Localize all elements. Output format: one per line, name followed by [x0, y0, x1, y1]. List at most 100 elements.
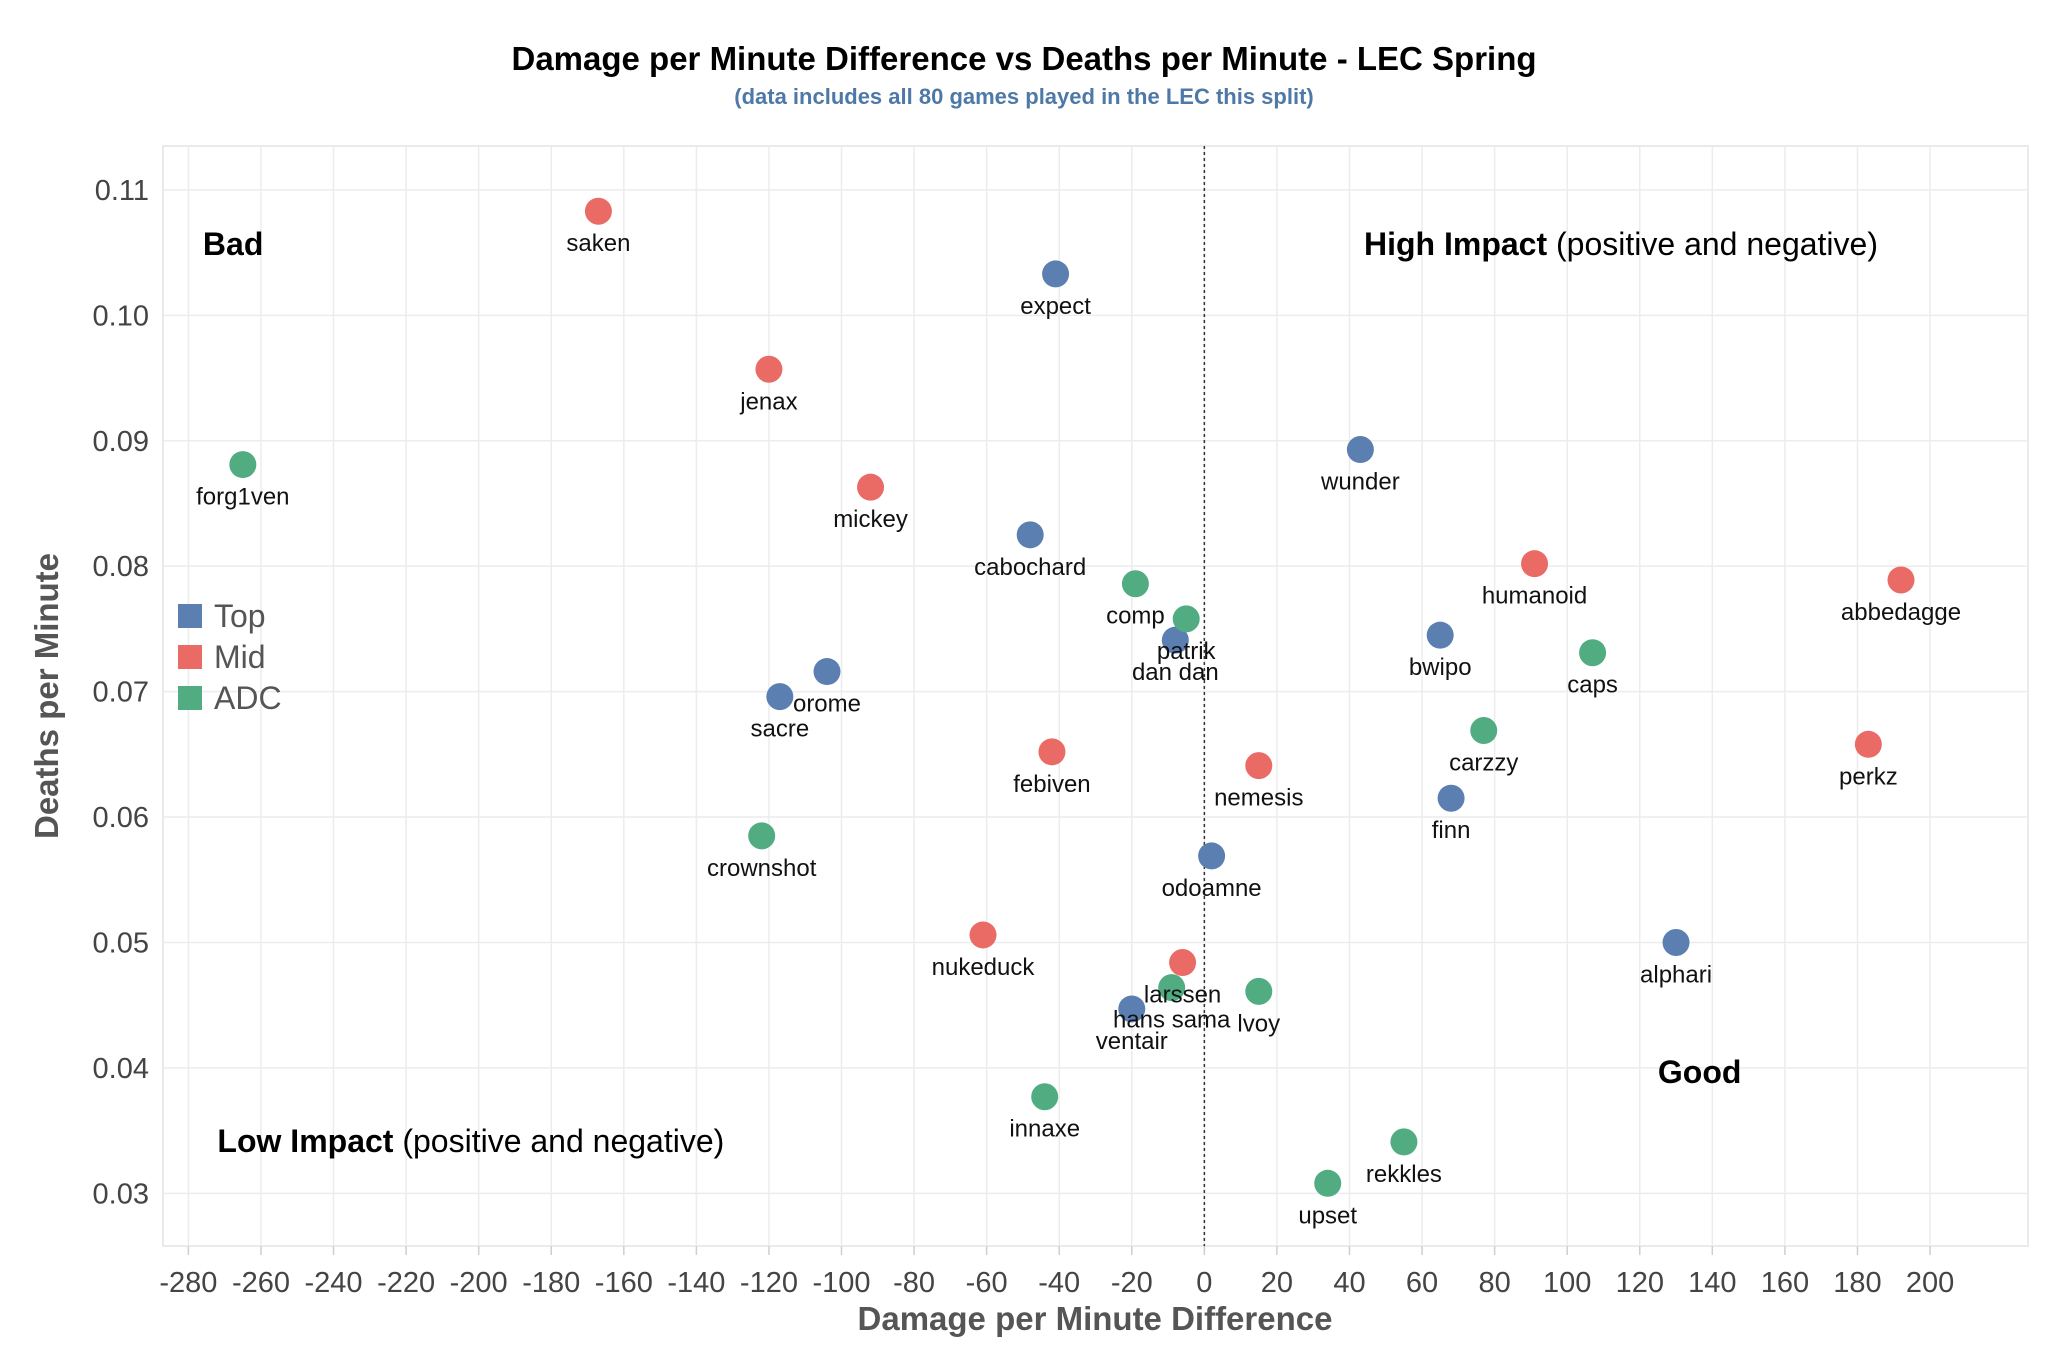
point-label: abbedagge — [1841, 599, 1961, 626]
data-point-adc — [1121, 570, 1149, 598]
data-point-mid — [1169, 949, 1197, 977]
legend-swatch-mid — [178, 645, 202, 669]
point-label: cabochard — [974, 554, 1086, 581]
y-tick-label: 0.09 — [93, 426, 149, 458]
data-point-mid — [584, 197, 612, 225]
point-label: expect — [1020, 293, 1091, 320]
y-tick-label: 0.05 — [93, 927, 149, 959]
y-tick-label: 0.03 — [93, 1178, 149, 1210]
x-tick-label: 120 — [1616, 1267, 1664, 1299]
point-label: jenax — [739, 388, 797, 415]
point-label: odoamne — [1162, 875, 1262, 902]
point-label: ventair — [1096, 1028, 1168, 1055]
legend-label: Top — [214, 598, 266, 634]
data-point-mid — [1854, 730, 1882, 758]
x-tick-label: -80 — [893, 1267, 935, 1299]
x-tick-label: 80 — [1478, 1267, 1510, 1299]
data-point-top — [1426, 621, 1454, 649]
data-point-top — [813, 658, 841, 686]
x-tick-label: 40 — [1333, 1267, 1365, 1299]
x-tick-label: -120 — [740, 1267, 798, 1299]
data-point-adc — [229, 451, 257, 479]
x-tick-label: 20 — [1261, 1267, 1293, 1299]
data-point-adc — [1031, 1083, 1059, 1111]
y-axis-ticks: 0.03 0.04 0.05 0.06 0.07 0.08 0.09 0.10 0.11 — [93, 175, 149, 1210]
point-labels: expect wunder cabochard bwipo dan dan orome sa… — [196, 230, 1961, 1229]
chart-subtitle: (data includes all 80 games played in th… — [734, 84, 1314, 109]
data-point-top — [1161, 626, 1189, 654]
point-label: rekkles — [1366, 1161, 1442, 1188]
point-label: febiven — [1013, 771, 1090, 798]
x-tick-label: 60 — [1406, 1267, 1438, 1299]
legend-label: Mid — [214, 639, 266, 675]
point-label: nemesis — [1214, 785, 1303, 812]
data-point-adc — [1470, 716, 1498, 744]
data-point-mid — [857, 473, 885, 501]
quadrant-label: Low Impact (positive and negative) — [217, 1123, 724, 1159]
data-point-adc — [1579, 639, 1607, 667]
x-tick-label: -180 — [522, 1267, 580, 1299]
y-tick-label: 0.11 — [95, 175, 149, 207]
x-tick-label: -40 — [1038, 1267, 1080, 1299]
point-label: bwipo — [1409, 654, 1472, 681]
grid-lines — [163, 146, 2028, 1246]
x-tick-label: -20 — [1111, 1267, 1153, 1299]
data-point-top — [1437, 784, 1465, 812]
x-tick-label: -240 — [305, 1267, 363, 1299]
x-tick-label: -260 — [232, 1267, 290, 1299]
legend: Top Mid ADC — [178, 598, 282, 716]
x-tick-label: 100 — [1543, 1267, 1591, 1299]
point-label: forg1ven — [196, 484, 289, 511]
y-tick-label: 0.08 — [93, 551, 149, 583]
point-label: innaxe — [1009, 1116, 1080, 1143]
point-label: dan dan — [1132, 659, 1219, 686]
data-point-top — [1118, 995, 1146, 1023]
x-tick-label: -280 — [159, 1267, 217, 1299]
point-label: upset — [1298, 1202, 1357, 1229]
data-point-mid — [969, 921, 997, 949]
point-label: larssen — [1144, 982, 1221, 1009]
point-label: wunder — [1320, 469, 1400, 496]
data-point-mid — [1887, 566, 1915, 594]
point-label: saken — [566, 230, 630, 257]
data-point-mid — [755, 355, 783, 383]
data-point-adc — [1314, 1169, 1342, 1197]
point-label: patrik — [1157, 638, 1217, 665]
data-point-adc — [1245, 977, 1273, 1005]
plot-area — [162, 145, 2029, 1247]
data-point-top — [1198, 842, 1226, 870]
legend-swatch-top — [178, 604, 202, 628]
data-point-adc — [1158, 974, 1186, 1002]
data-points — [229, 197, 1915, 1197]
data-point-top — [766, 683, 794, 711]
x-tick-label: 180 — [1833, 1267, 1881, 1299]
point-label: mickey — [833, 506, 908, 533]
x-tick-label: -160 — [595, 1267, 653, 1299]
point-label: perkz — [1839, 763, 1898, 790]
data-point-top — [1016, 521, 1044, 549]
data-point-adc — [1172, 605, 1200, 633]
x-axis-ticks: -280 -260 -240 -220 -200 -180 -160 -140 -120 -100… — [159, 1246, 1954, 1299]
data-point-top — [1662, 928, 1690, 956]
y-axis-label: Deaths per Minute — [28, 553, 65, 839]
x-tick-label: -140 — [667, 1267, 725, 1299]
x-tick-label: 0 — [1196, 1267, 1212, 1299]
y-tick-label: 0.06 — [93, 802, 149, 834]
data-point-top — [1042, 260, 1070, 288]
point-label: comp — [1106, 603, 1165, 630]
x-tick-label: 160 — [1761, 1267, 1809, 1299]
y-tick-label: 0.07 — [93, 677, 149, 709]
data-point-mid — [1245, 752, 1273, 780]
point-label: orome — [793, 691, 861, 718]
point-label: finn — [1432, 817, 1471, 844]
data-point-adc — [1390, 1128, 1418, 1156]
legend-swatch-adc — [178, 686, 202, 710]
data-point-top — [1346, 436, 1374, 464]
legend-label: ADC — [214, 680, 282, 716]
point-label: alphari — [1640, 961, 1712, 988]
point-label: humanoid — [1482, 583, 1587, 610]
quadrant-label: Bad — [203, 226, 263, 262]
data-point-adc — [748, 822, 776, 850]
y-tick-label: 0.10 — [93, 300, 149, 332]
